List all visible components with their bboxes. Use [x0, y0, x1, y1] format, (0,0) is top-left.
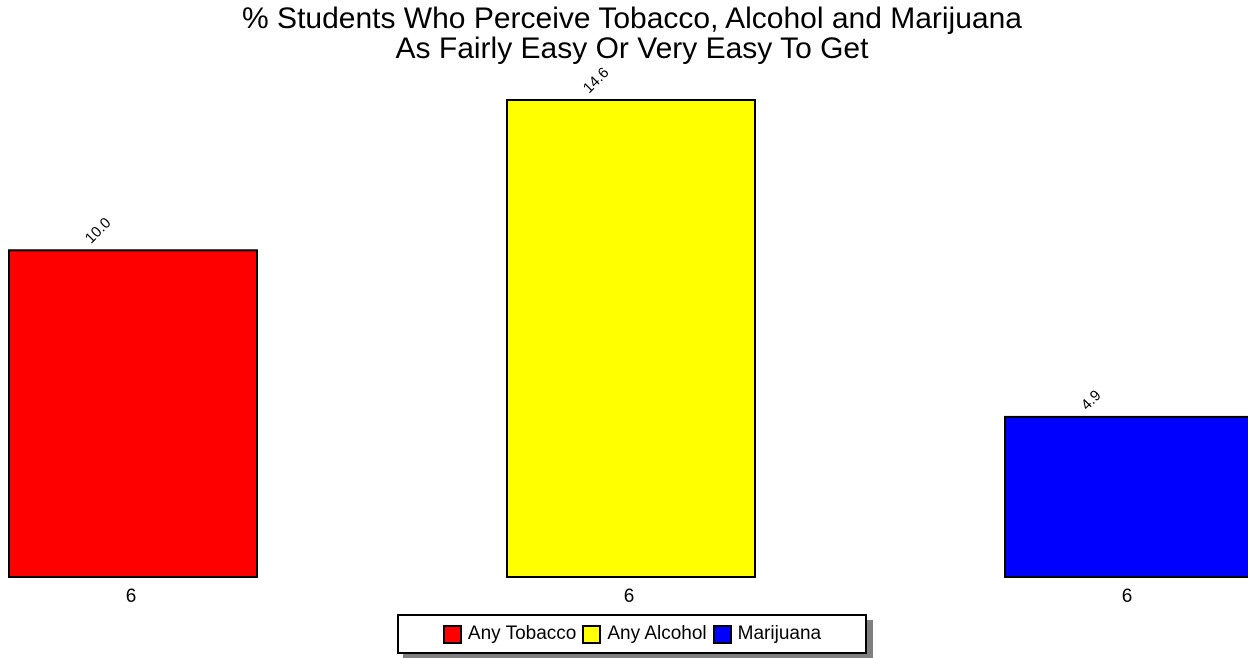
bar-any-tobacco	[8, 249, 258, 579]
legend-swatch-any-alcohol	[582, 624, 602, 644]
data-label-marijuana: 4.9	[1078, 387, 1105, 414]
chart-title: % Students Who Perceive Tobacco, Alcohol…	[0, 4, 1248, 64]
chart-title-line-1: % Students Who Perceive Tobacco, Alcohol…	[242, 2, 1022, 35]
legend-label-marijuana: Marijuana	[737, 623, 822, 644]
x-tick-label-marijuana: 6	[1122, 586, 1133, 607]
bar-marijuana	[1004, 415, 1248, 578]
legend-swatch-marijuana	[712, 624, 732, 644]
legend-swatch-any-tobacco	[442, 624, 462, 644]
data-label-any-alcohol: 14.6	[580, 64, 613, 97]
bar-any-alcohol	[506, 99, 756, 578]
legend-item-marijuana: Marijuana	[712, 623, 822, 645]
chart-legend: Any Tobacco Any Alcohol Marijuana	[397, 614, 867, 654]
legend-label-any-alcohol: Any Alcohol	[607, 623, 707, 644]
x-tick-label-any-tobacco: 6	[126, 586, 137, 607]
data-label-any-tobacco: 10.0	[82, 214, 115, 247]
legend-label-any-tobacco: Any Tobacco	[467, 623, 577, 644]
legend-item-any-alcohol: Any Alcohol	[582, 623, 707, 645]
bar-chart-plot: 10.0 6 14.6 6 4.9 6	[8, 64, 1248, 607]
legend-item-any-tobacco: Any Tobacco	[442, 623, 577, 645]
x-tick-label-any-alcohol: 6	[624, 586, 635, 607]
chart-subtitle: As Fairly Easy Or Very Easy To Get	[395, 32, 869, 65]
